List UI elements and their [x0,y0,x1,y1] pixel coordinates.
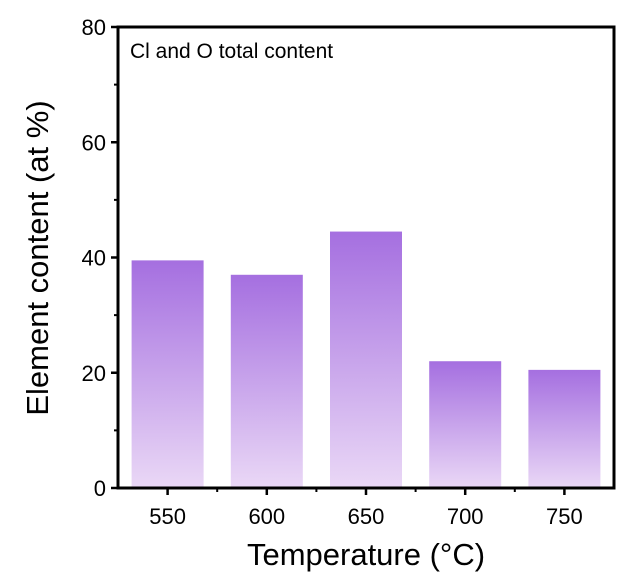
chart-annotation: Cl and O total content [130,40,333,63]
x-tick-label-750: 750 [546,504,583,529]
x-tick-label-650: 650 [348,504,385,529]
y-axis-title: Element content (at %) [20,100,55,415]
bars [131,231,601,488]
bar-650 [330,231,402,488]
y-tick-label-80: 80 [82,15,106,40]
bar-550 [131,260,204,488]
y-tick-label-40: 40 [82,246,106,271]
bar-700 [429,361,502,488]
y-tick-label-0: 0 [94,476,106,501]
y-tick-label-60: 60 [82,130,106,155]
x-tick-label-600: 600 [248,504,285,529]
bar-600 [230,274,303,488]
x-tick-label-550: 550 [149,504,186,529]
axis-ticks: 550 600 650 700 750 0 20 40 60 80 [82,15,583,529]
bar-750 [528,369,601,488]
x-tick-label-700: 700 [447,504,484,529]
y-tick-label-20: 20 [82,361,106,386]
x-axis-title: Temperature (°C) [247,537,485,572]
